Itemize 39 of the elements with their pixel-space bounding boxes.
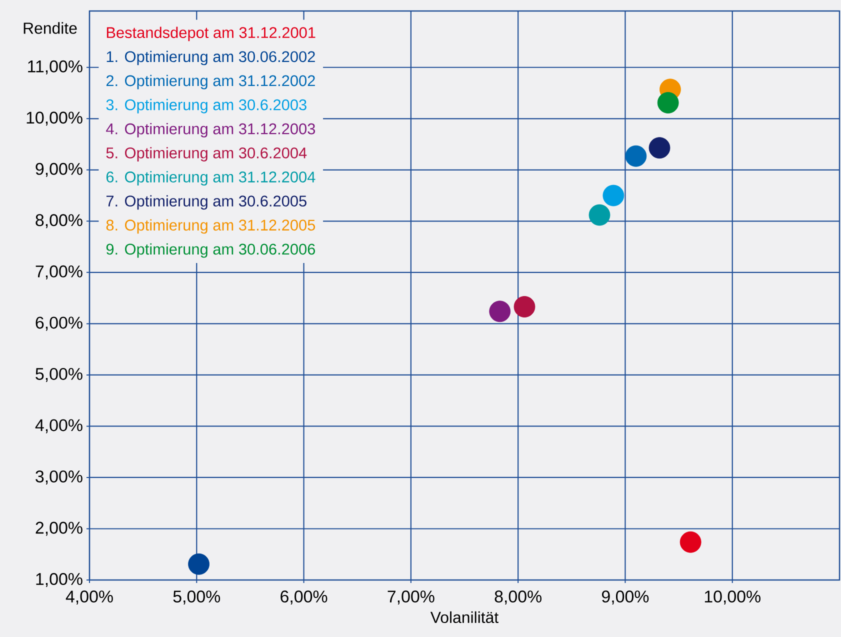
y-tick-label: 6,00% [36,316,82,331]
text: 9. Optimierung am 30.06.2006 [106,243,316,258]
point [489,300,511,322]
y-tick-label: 3,00% [36,470,82,484]
text: 6. Optimierung am 31.12.2004 [106,171,316,186]
x-axis-title: Volanilität [430,611,498,624]
y-tick-label: 11,00% [28,60,82,74]
text: 1. Optimierung am 30.06.2002 [106,50,315,66]
x-tick-label: 7,00% [388,590,434,605]
text: 4. Optimierung am 31.12.2003 [106,123,316,138]
text: 5. Optimierung am 30.6.2004 [106,147,307,162]
x-tick-label: 5,00% [173,590,220,605]
y-tick-label: 4,00% [35,419,82,434]
y-tick-label: 5,00% [36,368,82,382]
text: 2. Optimierung am 31.12.2002 [106,74,315,90]
point [188,553,210,575]
point [602,184,624,206]
point [657,92,679,114]
point [680,531,702,553]
point [588,204,610,226]
y-tick-label: 8,00% [36,214,82,228]
y-axis-title: Rendite [24,22,77,34]
x-tick-label: 10,00% [704,590,760,605]
point [514,296,536,318]
y-tick-label: 7,00% [36,265,82,280]
y-tick-label: 9,00% [36,162,82,177]
text: 3. Optimierung am 30.6.2003 [106,98,306,114]
y-tick-label: 2,00% [36,522,82,536]
point [648,137,670,159]
x-tick-label: 6,00% [280,590,328,605]
text: 7. Optimierung am 30.6.2005 [106,195,306,210]
x-tick-label: 8,00% [494,590,542,605]
y-tick-label: 1,00% [36,573,82,587]
point [625,145,647,167]
text: Bestandsdepot am 31.12.2001 [106,26,316,42]
y-tick-label: 10,00% [26,112,82,126]
x-tick-label: 9,00% [602,590,649,605]
x-tick-label: 4,00% [66,590,113,605]
text: 8. Optimierung am 31.12.2005 [106,219,316,234]
